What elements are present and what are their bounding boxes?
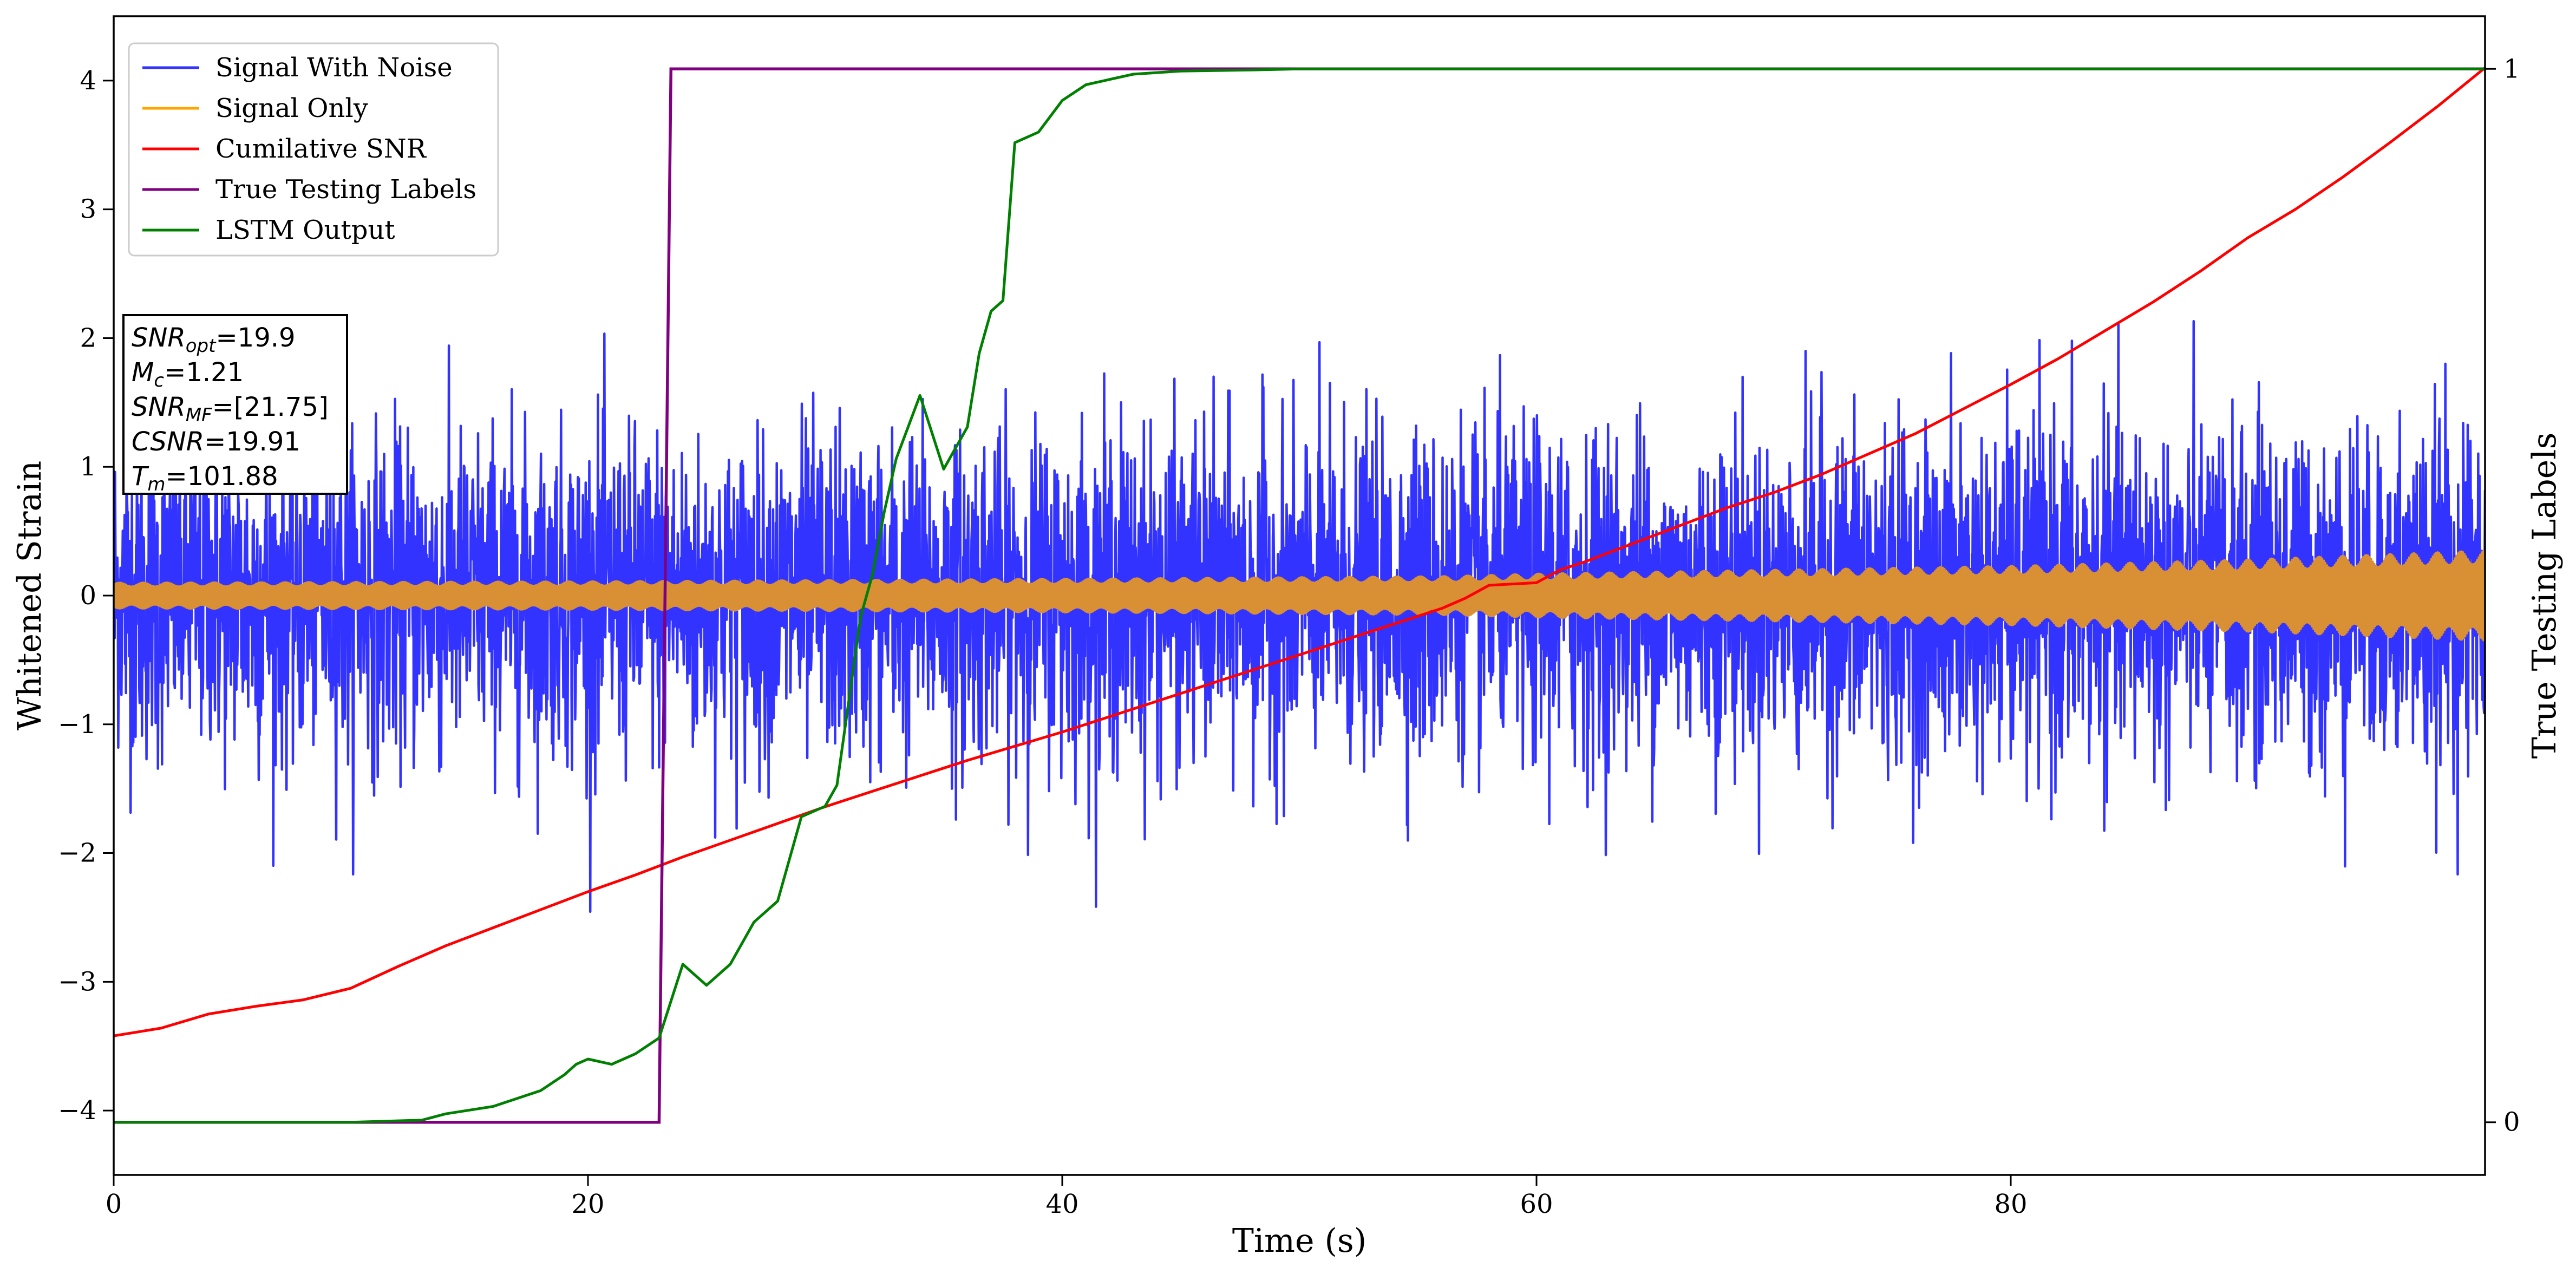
info-line: SNRMF=[21.75] <box>132 392 329 426</box>
series-lstm-output <box>114 67 2485 1124</box>
y-tick-label: −3 <box>58 966 96 997</box>
series-signal-only <box>114 550 2485 642</box>
x-tick-label: 60 <box>1520 1189 1553 1219</box>
info-line: Tm=101.88 <box>132 461 278 495</box>
legend-label: Signal Only <box>215 93 368 123</box>
y-tick-label: 4 <box>80 66 96 96</box>
y-tick-label: 3 <box>80 194 96 225</box>
info-line: Mc=1.21 <box>132 357 244 391</box>
info-box: SNRopt=19.9Mc=1.21SNRMF=[21.75]CSNR=19.9… <box>122 314 348 495</box>
y-axis-title: Whitened Strain <box>11 461 49 730</box>
legend-label: Signal With Noise <box>215 53 453 83</box>
plot-area <box>114 67 2485 1124</box>
y-tick-label: 0 <box>80 580 96 611</box>
x-tick-label: 40 <box>1045 1189 1078 1219</box>
legend-box <box>128 42 499 257</box>
x-tick-label: 0 <box>106 1189 122 1219</box>
series-cumilative-snr <box>114 67 2485 1037</box>
info-box-frame <box>122 314 348 495</box>
x-tick-label: 80 <box>1994 1189 2027 1219</box>
x-tick-label: 20 <box>571 1189 604 1219</box>
legend-label: True Testing Labels <box>215 174 476 205</box>
y-right-axis-title: True Testing Labels <box>2526 433 2564 759</box>
x-axis-title: Time (s) <box>1232 1222 1367 1260</box>
y-tick-label: −1 <box>58 709 96 740</box>
y-right-tick-label: 1 <box>2503 54 2520 84</box>
y-right-tick-label: 0 <box>2503 1107 2520 1138</box>
y-tick-label: 1 <box>80 452 96 482</box>
info-line: CSNR=19.91 <box>132 427 300 457</box>
info-line: SNRopt=19.9 <box>132 323 296 357</box>
legend-label: Cumilative SNR <box>215 134 427 164</box>
y-tick-label: 2 <box>80 323 96 353</box>
y-tick-label: −4 <box>58 1095 96 1126</box>
y-tick-label: −2 <box>58 838 96 868</box>
axes: 0 20 40 60 80 4 3 2 1 0 −1 −2 −3 −4 1 0 Time (s) Whitened… <box>11 15 2564 1260</box>
legend-label: LSTM Output <box>215 215 395 245</box>
legend: Signal With Noise Signal Only Cumilative S… <box>128 42 499 257</box>
